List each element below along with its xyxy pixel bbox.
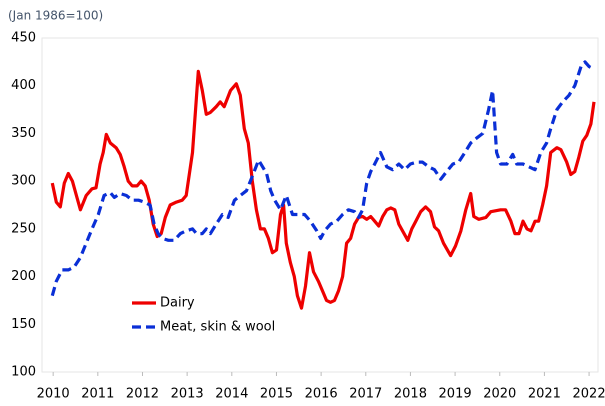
chart-subtitle: (Jan 1986=100)	[8, 9, 103, 23]
x-tick-label: 2010	[37, 387, 70, 402]
x-tick-label: 2019	[439, 387, 472, 402]
y-tick-label: 350	[11, 126, 36, 141]
x-tick-label: 2018	[394, 387, 427, 402]
x-tick-label: 2016	[305, 387, 338, 402]
y-tick-label: 250	[11, 221, 36, 236]
y-tick-label: 450	[11, 31, 36, 46]
series-line	[50, 60, 594, 297]
y-tick-label: 400	[11, 78, 36, 93]
legend-label: Meat, skin & wool	[160, 320, 275, 335]
y-tick-label: 100	[11, 365, 36, 380]
x-tick-label: 2017	[349, 387, 382, 402]
plot-frame	[41, 37, 599, 373]
x-tick-label: 2014	[215, 387, 248, 402]
x-tick-label: 2012	[126, 387, 159, 402]
legend-label: Dairy	[160, 296, 195, 311]
x-tick-label: 2022	[573, 387, 605, 402]
x-tick-label: 2011	[81, 387, 114, 402]
x-tick-label: 2020	[483, 387, 516, 402]
x-tick-label: 2021	[528, 387, 561, 402]
y-tick-label: 300	[11, 174, 36, 189]
series-line	[50, 69, 596, 310]
x-tick-label: 2013	[171, 387, 204, 402]
y-tick-label: 150	[11, 317, 36, 332]
x-tick-label: 2015	[260, 387, 293, 402]
y-tick-label: 200	[11, 269, 36, 284]
